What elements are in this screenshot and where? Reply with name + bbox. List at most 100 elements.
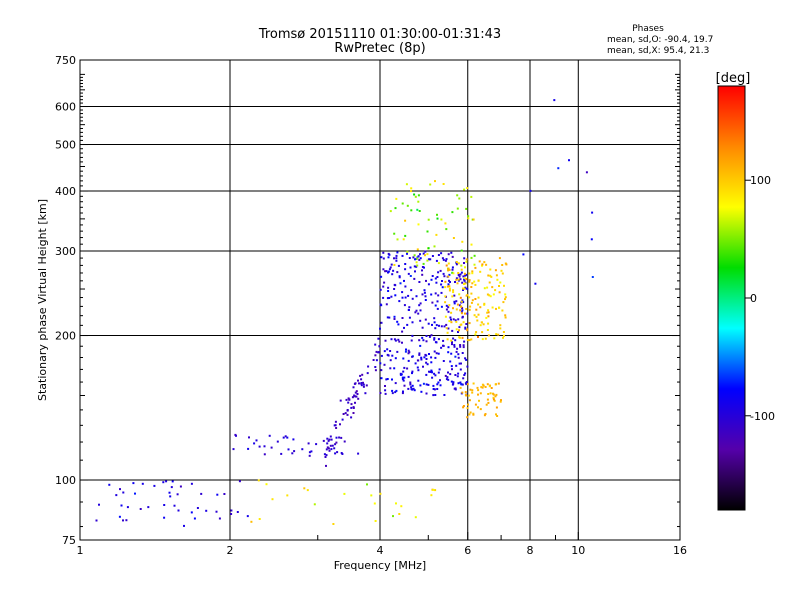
data-point — [473, 314, 476, 317]
data-point — [494, 289, 497, 292]
data-point — [568, 159, 570, 162]
data-point — [403, 304, 406, 307]
data-point — [331, 444, 334, 447]
data-point — [384, 392, 387, 395]
data-point — [401, 291, 404, 294]
data-point — [431, 255, 434, 257]
data-point — [354, 401, 356, 404]
data-point — [422, 365, 424, 368]
data-point — [360, 378, 363, 381]
data-point — [402, 390, 404, 393]
data-point — [479, 270, 482, 273]
data-point — [404, 219, 407, 222]
data-point — [393, 264, 396, 266]
data-point — [462, 346, 465, 349]
data-point — [327, 439, 330, 442]
y-tick-label: 400 — [55, 185, 76, 198]
data-point — [452, 237, 455, 239]
data-point — [399, 282, 402, 285]
data-point — [457, 382, 460, 385]
data-point — [432, 384, 435, 387]
colorbar-gradient — [717, 85, 746, 511]
data-point — [268, 434, 271, 437]
data-point — [179, 485, 182, 488]
data-point — [433, 317, 436, 320]
data-point — [393, 257, 395, 260]
data-point — [374, 343, 377, 346]
data-point — [455, 300, 458, 303]
data-point — [474, 283, 477, 286]
data-point — [447, 351, 450, 354]
data-point — [457, 272, 460, 274]
data-point — [147, 506, 150, 509]
data-point — [418, 281, 421, 283]
data-point — [386, 348, 389, 351]
data-point — [393, 367, 396, 370]
data-point — [466, 383, 469, 386]
data-point — [465, 294, 468, 297]
data-point — [334, 420, 337, 423]
data-point — [383, 350, 386, 353]
data-point — [425, 373, 428, 376]
data-point — [403, 279, 405, 282]
data-point — [464, 312, 466, 315]
data-point — [421, 266, 424, 268]
data-point — [375, 359, 378, 362]
data-point — [441, 257, 444, 260]
data-point — [488, 294, 491, 297]
data-point — [404, 350, 407, 353]
data-point — [463, 188, 466, 191]
data-point — [386, 378, 389, 380]
data-point — [183, 524, 185, 527]
y-tick-label: 500 — [55, 139, 76, 152]
data-point — [455, 364, 458, 367]
data-point — [426, 259, 429, 262]
data-point — [384, 389, 387, 392]
data-point — [380, 369, 383, 372]
data-point — [387, 256, 390, 259]
data-point — [401, 341, 403, 344]
data-point — [464, 327, 467, 330]
data-point — [466, 187, 469, 190]
data-point — [356, 393, 359, 395]
data-point — [404, 263, 407, 265]
data-point — [481, 338, 484, 341]
data-point — [463, 283, 465, 285]
data-point — [464, 382, 467, 385]
data-point — [465, 258, 468, 261]
data-point — [342, 413, 345, 415]
data-point — [398, 340, 401, 343]
data-point — [495, 413, 497, 416]
data-point — [395, 389, 398, 392]
data-point — [460, 268, 463, 271]
data-point — [401, 330, 404, 333]
data-point — [414, 311, 417, 314]
data-point — [492, 293, 495, 296]
data-point — [449, 360, 452, 363]
data-point — [329, 444, 332, 447]
data-point — [447, 306, 450, 309]
data-point — [387, 286, 390, 289]
data-point — [490, 387, 493, 389]
data-point — [329, 435, 332, 438]
data-point — [416, 257, 419, 260]
data-point — [466, 416, 469, 419]
data-point — [400, 505, 403, 508]
data-point — [286, 436, 289, 439]
data-point — [406, 323, 409, 326]
data-point — [479, 392, 482, 395]
data-point — [462, 377, 465, 380]
data-point — [323, 453, 326, 456]
data-point — [324, 456, 327, 458]
data-point — [441, 286, 444, 289]
data-point — [330, 438, 333, 441]
data-point — [387, 270, 390, 273]
data-point — [419, 253, 421, 256]
data-point — [447, 275, 450, 278]
data-point — [434, 277, 437, 280]
data-point — [497, 382, 500, 385]
data-point — [453, 387, 456, 390]
data-point — [470, 338, 473, 341]
data-point — [487, 393, 490, 395]
